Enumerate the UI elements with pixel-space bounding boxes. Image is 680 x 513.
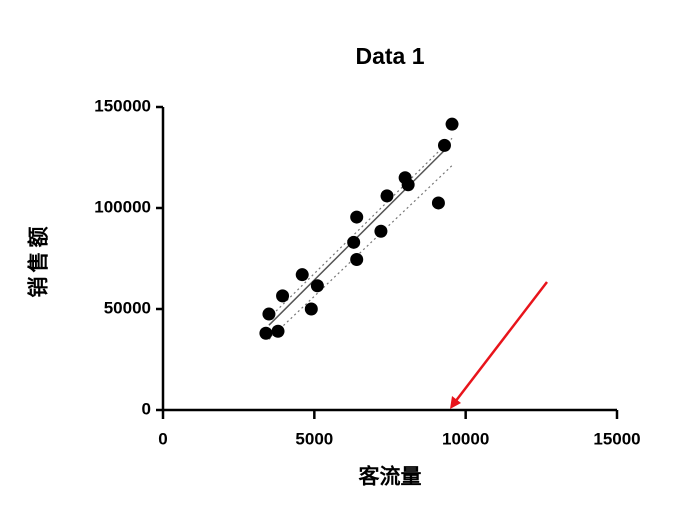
annotation-arrow (454, 281, 548, 403)
point (431, 196, 445, 210)
point (350, 253, 364, 267)
y-tick-label: 0 (142, 399, 151, 418)
confidence-band-upper (268, 137, 453, 319)
x-axis-label: 客流量 (359, 465, 422, 489)
regression-line (268, 146, 449, 326)
point (347, 235, 361, 249)
y-tick-label: 100000 (94, 197, 151, 216)
point (445, 117, 459, 131)
point (262, 307, 276, 321)
annotation-arrowhead (450, 396, 461, 409)
x-tick-label: 15000 (593, 429, 640, 448)
y-tick-label: 50000 (104, 298, 151, 317)
point (259, 326, 273, 340)
y-axis-label: 销售额 (27, 223, 51, 298)
confidence-band-lower (268, 165, 453, 340)
point (310, 279, 324, 293)
point (271, 324, 285, 338)
chart-title: Data 1 (355, 43, 424, 69)
x-tick-label: 10000 (442, 429, 489, 448)
y-tick-label: 150000 (94, 96, 151, 115)
point (437, 138, 451, 152)
point (304, 302, 318, 316)
point (374, 224, 388, 238)
point (350, 210, 364, 224)
x-tick-label: 5000 (295, 429, 333, 448)
point (380, 189, 394, 203)
x-tick-label: 0 (158, 429, 167, 448)
point (295, 268, 309, 282)
point (401, 178, 415, 192)
point (276, 289, 290, 303)
